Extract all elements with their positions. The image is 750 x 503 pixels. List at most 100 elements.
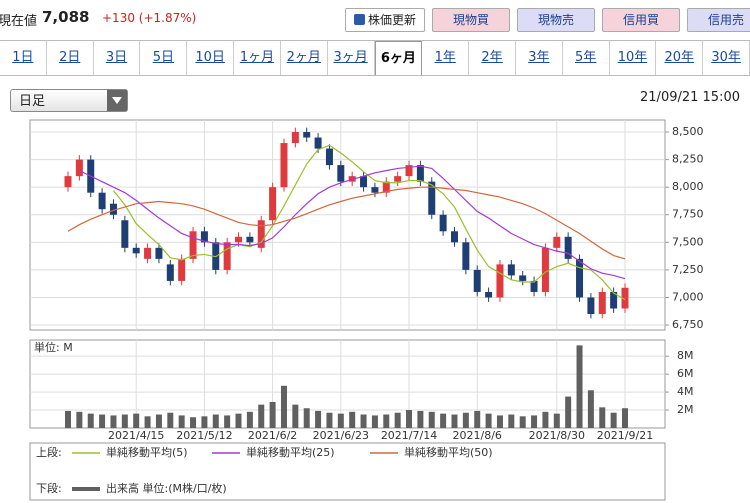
candle-body: [223, 242, 231, 270]
candle-body: [541, 247, 549, 292]
candle-body: [621, 287, 629, 309]
volume-bar: [201, 416, 208, 428]
x-tick-label: 2021/5/12: [176, 429, 232, 442]
volume-bar: [496, 415, 503, 428]
legend-label: 単純移動平均(50): [404, 445, 493, 459]
interval-dropdown[interactable]: 日足: [10, 89, 128, 112]
candle-body: [496, 264, 504, 298]
period-tab[interactable]: 3ヶ月: [328, 41, 375, 75]
x-tick-label: 2021/6/23: [313, 429, 369, 442]
action-button[interactable]: 信用買: [602, 8, 680, 32]
y-tick-label: 6M: [677, 367, 694, 380]
volume-bar: [167, 412, 174, 428]
volume-bar: [349, 411, 356, 428]
volume-bar: [428, 411, 435, 428]
candle-body: [155, 247, 163, 259]
candle-body: [132, 247, 140, 254]
volume-bar: [326, 412, 333, 428]
period-tab[interactable]: 1日: [0, 41, 47, 75]
candle-body: [405, 165, 413, 177]
period-tab[interactable]: 10日: [187, 41, 235, 75]
candle-body: [178, 258, 186, 281]
legend-label: 単純移動平均(25): [246, 445, 335, 459]
candle-body: [576, 258, 584, 298]
period-tab[interactable]: 2ヶ月: [281, 41, 328, 75]
volume-bar: [280, 385, 287, 428]
volume-bar: [519, 416, 526, 428]
volume-bar: [178, 415, 185, 428]
candle-body: [360, 176, 368, 188]
volume-bar: [155, 414, 162, 428]
volume-bar: [371, 415, 378, 428]
volume-bar: [406, 410, 413, 428]
period-tab[interactable]: 3日: [94, 41, 141, 75]
volume-bar: [246, 411, 253, 428]
period-tab[interactable]: 5年: [563, 41, 610, 75]
candle-body: [519, 275, 527, 281]
period-tab[interactable]: 3年: [516, 41, 563, 75]
current-price: 7,088: [42, 8, 90, 26]
period-tab[interactable]: 5日: [140, 41, 188, 75]
legend-label: 単純移動平均(5): [106, 445, 188, 459]
candle-body: [166, 264, 174, 281]
volume-bar: [133, 413, 140, 428]
period-tab[interactable]: 1ヶ月: [234, 41, 281, 75]
action-button[interactable]: 株価更新: [345, 8, 425, 32]
action-button[interactable]: 信用売: [687, 8, 750, 32]
legend-heading: 下段:: [36, 481, 62, 495]
volume-bar: [565, 396, 572, 428]
period-tab[interactable]: 2年: [469, 41, 516, 75]
price-change: +130 (+1.87%): [102, 11, 197, 25]
volume-bar: [485, 413, 492, 428]
volume-unit: 単位: M: [34, 340, 73, 354]
candle-body: [610, 291, 618, 309]
volume-bar: [576, 345, 583, 428]
volume-bar: [360, 414, 367, 428]
candle-body: [325, 148, 333, 166]
button-bar: 株価更新 現物買 現物売 信用買 信用売: [345, 8, 750, 32]
legend-box: [29, 442, 666, 501]
volume-bar: [212, 414, 219, 428]
volume-bar: [224, 415, 231, 428]
volume-bar: [144, 416, 151, 428]
volume-bar: [587, 390, 594, 428]
volume-bar: [337, 413, 344, 428]
period-tab[interactable]: 2日: [47, 41, 94, 75]
candle-body: [75, 159, 83, 177]
volume-bar: [235, 413, 242, 428]
timestamp: 21/09/21 15:00: [640, 90, 740, 105]
candle-body: [269, 187, 277, 221]
volume-bar: [622, 408, 628, 428]
volume-bar: [531, 415, 538, 428]
volume-bar: [508, 414, 515, 428]
candle-body: [598, 291, 606, 315]
candle-body: [530, 280, 538, 292]
candle-body: [428, 181, 436, 215]
x-tick-label: 2021/8/6: [453, 429, 502, 442]
dropdown-arrow: [107, 90, 127, 111]
y-tick-label: 7,750: [672, 208, 704, 221]
candle-body: [303, 132, 311, 138]
period-tab[interactable]: 6ヶ月: [374, 41, 423, 75]
candle-body: [121, 220, 129, 248]
volume-bar: [76, 411, 83, 428]
volume-bar: [542, 411, 549, 428]
volume-bar: [292, 404, 299, 428]
price-label: 現在値: [0, 14, 38, 29]
volume-bar: [417, 410, 424, 428]
candle-body: [450, 231, 458, 243]
period-tab[interactable]: 1年: [422, 41, 470, 75]
volume-bar: [383, 414, 390, 428]
volume-bar: [269, 401, 276, 428]
y-tick-label: 7,250: [672, 263, 704, 276]
candle-body: [485, 291, 493, 298]
candle-body: [235, 236, 243, 243]
action-button[interactable]: 現物買: [432, 8, 510, 32]
period-tab[interactable]: 10年: [610, 41, 657, 75]
candle-body: [280, 143, 288, 188]
period-tab[interactable]: 20年: [656, 41, 704, 75]
action-button[interactable]: 現物売: [517, 8, 595, 32]
x-tick-label: 2021/4/15: [108, 429, 164, 442]
volume-bar: [440, 413, 447, 428]
